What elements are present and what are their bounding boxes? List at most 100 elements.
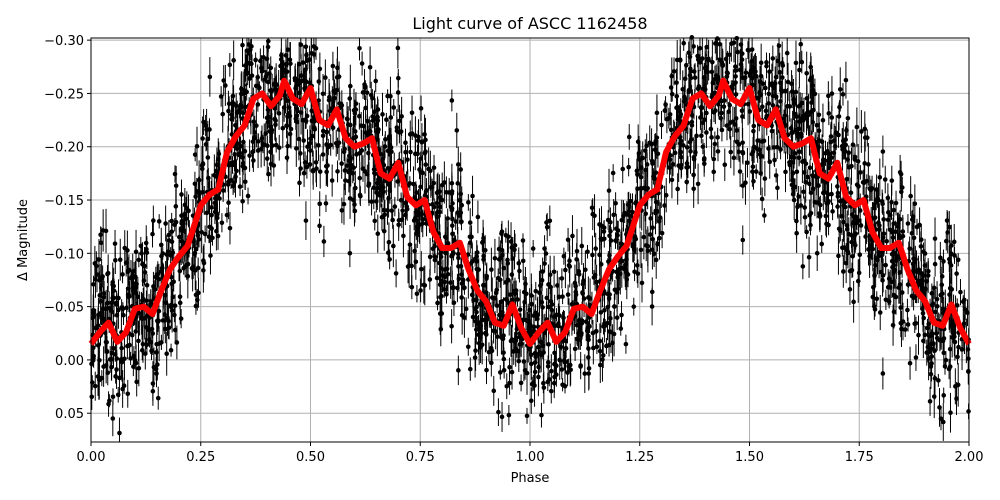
data-point (600, 353, 606, 358)
data-point (740, 75, 746, 81)
data-point (840, 92, 846, 97)
data-point (294, 146, 299, 151)
data-point (482, 247, 488, 253)
data-point (955, 354, 960, 360)
data-point (899, 189, 904, 195)
data-point (155, 395, 161, 401)
data-point (467, 366, 473, 372)
data-point (808, 190, 814, 196)
data-point (762, 176, 768, 181)
data-point (920, 310, 926, 316)
data-point (549, 307, 555, 313)
data-point (177, 268, 183, 274)
data-point (731, 155, 737, 161)
data-point (364, 90, 370, 95)
data-point (313, 46, 319, 51)
data-point (375, 185, 380, 191)
data-point (499, 414, 505, 420)
data-point (948, 410, 953, 416)
data-point (808, 222, 813, 228)
data-point (831, 138, 837, 143)
data-point (858, 223, 864, 228)
data-point (429, 184, 435, 190)
data-point (547, 218, 553, 224)
data-point (474, 304, 479, 310)
data-point (709, 135, 714, 140)
data-point (852, 154, 858, 160)
data-point (231, 180, 237, 185)
data-point (125, 343, 130, 349)
data-point (613, 200, 618, 206)
data-point (590, 252, 595, 258)
data-point (131, 364, 136, 369)
data-point (494, 303, 500, 308)
data-point (403, 201, 409, 206)
data-point (330, 63, 336, 69)
data-point (589, 205, 595, 211)
data-point (357, 175, 363, 181)
data-point (586, 371, 592, 376)
data-point (194, 297, 200, 303)
data-point (801, 112, 807, 118)
data-point (455, 181, 461, 186)
data-point (691, 186, 696, 192)
data-point (876, 253, 882, 259)
data-point (611, 212, 616, 218)
data-point (226, 101, 232, 106)
data-point (231, 58, 236, 63)
data-point (587, 302, 593, 308)
data-point (414, 291, 420, 297)
data-point (539, 277, 545, 283)
data-point (439, 311, 445, 316)
data-point (99, 315, 104, 321)
data-point (508, 239, 514, 244)
data-point (879, 199, 885, 204)
data-point (829, 91, 835, 96)
data-point (113, 257, 118, 263)
data-point (284, 155, 290, 160)
data-point (491, 388, 497, 394)
data-point (590, 211, 596, 217)
data-point (419, 211, 425, 217)
data-point (128, 356, 133, 361)
data-point (946, 224, 952, 230)
data-point (692, 75, 698, 80)
data-point (816, 128, 822, 134)
data-point (247, 153, 252, 158)
data-point (353, 134, 359, 140)
data-point (366, 150, 371, 156)
data-point (938, 292, 944, 298)
data-point (940, 338, 946, 344)
data-point (854, 124, 860, 130)
data-point (301, 138, 307, 143)
data-point (434, 275, 440, 281)
data-point (836, 226, 842, 232)
data-point (420, 216, 425, 222)
data-point (498, 255, 503, 261)
data-point (408, 149, 413, 155)
data-point (432, 254, 438, 259)
data-point (905, 322, 911, 327)
data-point (672, 150, 678, 156)
data-point (751, 144, 757, 150)
data-point (125, 391, 131, 397)
data-point (885, 217, 891, 223)
data-point (173, 183, 179, 189)
data-point (168, 347, 174, 353)
data-point (336, 140, 342, 145)
data-point (160, 265, 165, 271)
data-point (288, 61, 293, 66)
data-point (938, 255, 943, 261)
data-point (773, 74, 779, 80)
data-point (459, 202, 465, 208)
data-point (148, 339, 154, 345)
data-point (552, 350, 557, 356)
data-point (547, 272, 553, 278)
data-point (278, 63, 283, 69)
data-point (301, 170, 307, 176)
data-point (512, 247, 517, 253)
data-point (166, 325, 172, 331)
data-point (238, 103, 243, 108)
data-point (320, 133, 326, 139)
data-point (96, 312, 101, 318)
